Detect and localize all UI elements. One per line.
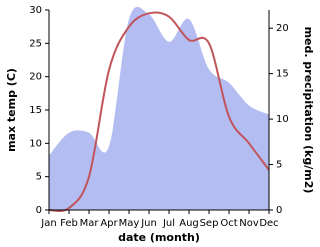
- x-tick-label: Oct: [220, 218, 237, 229]
- x-tick-label: May: [119, 218, 140, 229]
- x-tick-label: Jul: [162, 218, 175, 229]
- y2-tick-label: 5: [276, 160, 282, 171]
- x-tick-label: Nov: [239, 218, 259, 229]
- y-tick-label: 20: [29, 72, 42, 83]
- y-tick-label: 10: [29, 138, 42, 149]
- y2-tick-label: 0: [276, 205, 282, 216]
- y2-tick-label: 20: [276, 23, 289, 34]
- y2-tick-label: 15: [276, 69, 289, 80]
- x-tick-label: Sep: [200, 218, 219, 229]
- y-tick-label: 30: [29, 5, 42, 16]
- x-tick-label: Apr: [100, 218, 118, 229]
- y-tick-label: 15: [29, 105, 42, 116]
- x-axis-label: date (month): [118, 231, 200, 244]
- temp-line: [48, 11, 270, 212]
- y-tick-label: 0: [36, 205, 42, 216]
- y-tick-label: 5: [36, 172, 42, 183]
- x-tick-label: Dec: [259, 218, 278, 229]
- x-tick-label: Jan: [40, 218, 56, 229]
- x-tick-label: Mar: [80, 218, 100, 229]
- x-tick-label: Feb: [60, 218, 78, 229]
- y2-axis-label: med. precipitation (kg/m2): [302, 27, 315, 194]
- x-tick-label: Jun: [140, 218, 157, 229]
- y2-tick-label: 10: [276, 114, 289, 125]
- y-axis-label: max temp (C): [5, 68, 18, 152]
- x-tick-label: Aug: [179, 218, 199, 229]
- y-tick-label: 25: [29, 38, 42, 49]
- precipitation-area: [49, 6, 269, 211]
